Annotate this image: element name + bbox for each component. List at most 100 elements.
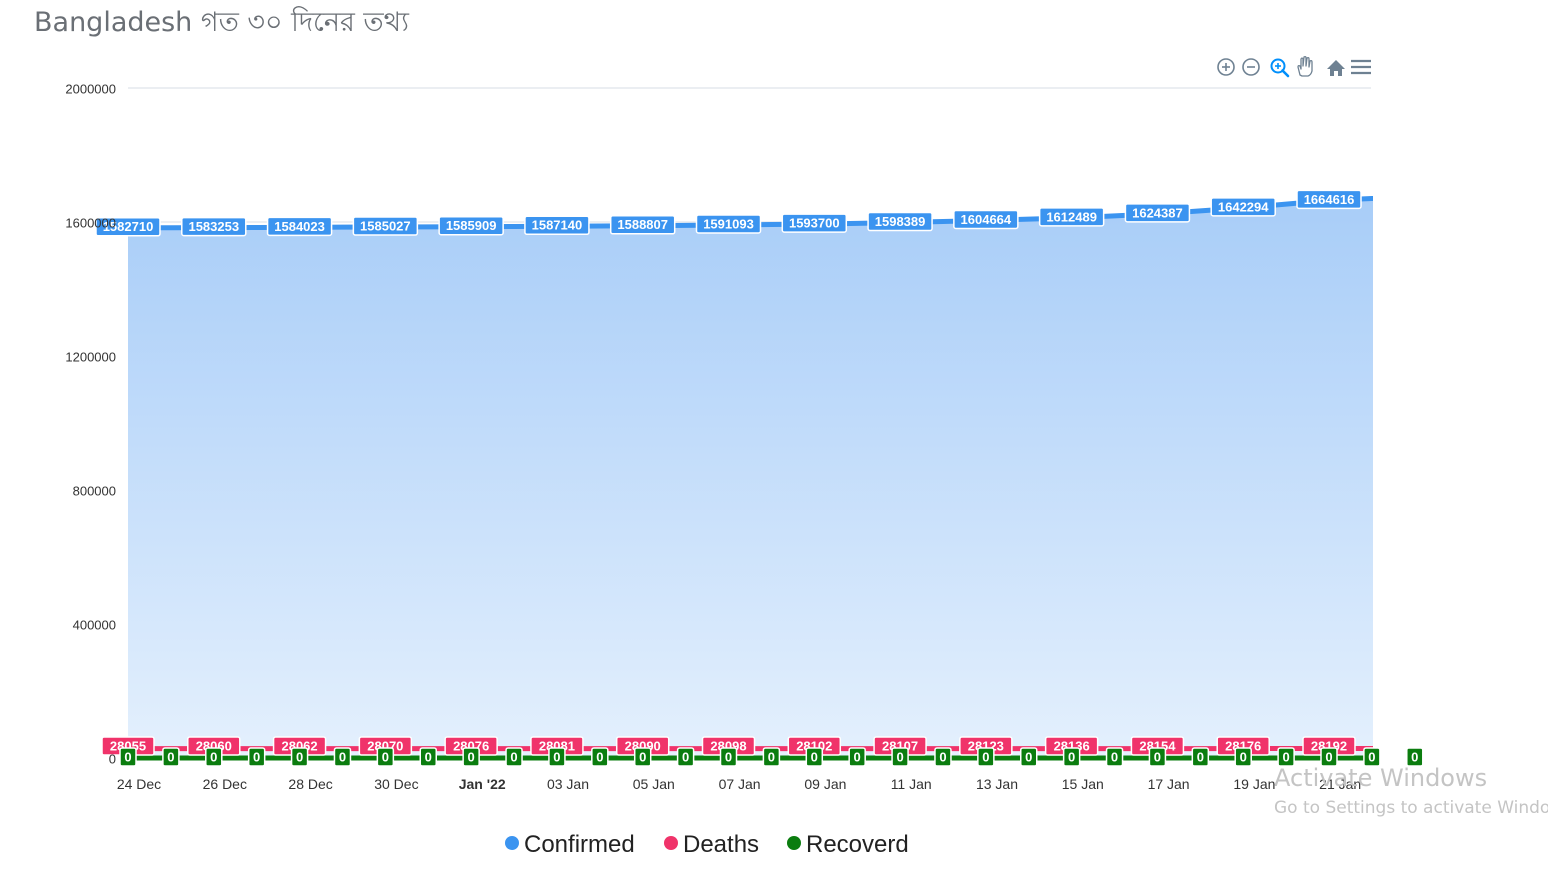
data-label-box (1234, 747, 1252, 767)
data-label-recovered: 0 (676, 747, 695, 767)
data-label-box (419, 747, 437, 767)
data-label-recovered: 0 (591, 747, 609, 767)
data-label-text: 0 (339, 749, 346, 764)
data-label-recovered: 0 (1234, 747, 1252, 767)
data-label-text: 28076 (453, 738, 489, 753)
data-label-confirmed: 1585027 (352, 216, 419, 236)
data-label-box (438, 215, 504, 236)
data-label-confirmed: 1604664 (953, 209, 1019, 230)
page-title: Bangladesh গত ৩০ দিনের তথ্য (34, 7, 409, 38)
data-label-text: 28154 (1139, 738, 1176, 753)
data-label-recovered: 0 (1406, 747, 1424, 767)
data-label-box (762, 747, 781, 767)
data-label-box (352, 216, 419, 236)
data-label-text: 1588807 (617, 217, 668, 232)
data-label-text: 28192 (1311, 738, 1347, 753)
data-label-box (1296, 189, 1362, 210)
data-label-text: 1593700 (789, 216, 840, 231)
data-label-recovered: 0 (934, 747, 952, 767)
menu-icon[interactable] (1351, 59, 1371, 75)
pan-icon[interactable] (1297, 56, 1313, 77)
data-label-text: 0 (1411, 749, 1418, 764)
data-label-box (205, 747, 223, 767)
zoom-out-icon[interactable] (1242, 58, 1260, 76)
data-label-deaths: 28176 (1216, 736, 1270, 756)
data-label-recovered: 0 (977, 747, 995, 767)
x-tick-label: 19 Jan (1233, 776, 1275, 792)
x-axis: 24 Dec 26 Dec 28 Dec 30 Dec Jan '22 03 Jan 05 … (117, 776, 1361, 792)
data-label-text: 0 (1368, 749, 1375, 764)
data-label-recovered: 0 (1277, 747, 1295, 767)
y-axis: 0 400000 800000 1200000 1600000 2000000 (65, 81, 116, 766)
data-label-text: 28102 (796, 738, 832, 753)
reset-home-icon[interactable] (1327, 60, 1345, 76)
data-label-box (1320, 747, 1338, 767)
legend-item-deaths[interactable]: Deaths (664, 831, 759, 858)
x-tick-label: 17 Jan (1148, 776, 1190, 792)
data-label-text: 28055 (110, 738, 146, 753)
x-tick-label: 11 Jan (891, 776, 932, 792)
data-label-text: 1585027 (360, 218, 411, 233)
data-label-box (591, 747, 609, 767)
data-label-confirmed: 1598389 (867, 211, 933, 232)
data-label-recovered: 0 (290, 747, 309, 767)
data-label-text: 0 (296, 749, 303, 764)
data-label-box (247, 747, 266, 767)
legend[interactable]: Confirmed Deaths Recoverd (505, 831, 909, 858)
data-label-text: 0 (468, 749, 475, 764)
data-labels: 28055 28060 28062 28070 28076 28081 28090 28098… (95, 189, 1424, 767)
data-label-confirmed: 1642294 (1210, 197, 1276, 217)
data-label-recovered: 0 (1105, 747, 1124, 767)
x-tick-label: Jan '22 (459, 776, 506, 792)
x-tick-label: 28 Dec (288, 776, 332, 792)
data-label-text: 1598389 (875, 214, 926, 229)
data-label-recovered: 0 (205, 747, 223, 767)
data-label-text: 1584023 (274, 219, 325, 234)
legend-item-recovered[interactable]: Recoverd (787, 831, 909, 858)
data-label-box (462, 747, 480, 767)
data-label-box (266, 216, 333, 237)
data-label-box (119, 747, 137, 767)
data-label-deaths: 28154 (1130, 736, 1185, 756)
data-label-deaths: 28090 (615, 736, 670, 756)
data-label-box (633, 747, 652, 767)
legend-item-confirmed[interactable]: Confirmed (505, 831, 635, 858)
data-label-recovered: 0 (633, 747, 652, 767)
series-areas (128, 198, 1373, 758)
data-label-box (95, 217, 161, 237)
data-label-recovered: 0 (1363, 747, 1381, 767)
activate-windows-watermark-subtitle: Go to Settings to activate Windows. (1274, 798, 1548, 818)
data-label-text: 28081 (539, 738, 575, 753)
legend-marker-deaths (664, 836, 678, 850)
data-label-recovered: 0 (1062, 747, 1081, 767)
data-label-confirmed: 1587140 (524, 215, 590, 236)
data-label-box (1038, 207, 1105, 227)
data-label-box (1363, 747, 1381, 767)
data-label-text: 0 (253, 749, 260, 764)
x-tick-label: 03 Jan (547, 776, 589, 792)
data-label-text: 1612489 (1046, 209, 1097, 224)
chart-toolbar[interactable] (1217, 56, 1371, 78)
data-label-box (376, 747, 395, 767)
data-label-recovered: 0 (162, 747, 180, 767)
data-label-box (848, 747, 866, 767)
data-label-recovered: 0 (376, 747, 395, 767)
data-label-confirmed: 1664616 (1296, 189, 1362, 210)
data-label-text: 1624387 (1132, 205, 1183, 220)
data-label-text: 0 (811, 749, 818, 764)
data-label-box (505, 747, 523, 767)
x-tick-label: 26 Dec (203, 776, 247, 792)
data-label-box (1020, 747, 1038, 767)
data-label-text: 1585909 (446, 218, 497, 233)
legend-label-deaths: Deaths (683, 831, 759, 858)
data-label-text: 0 (510, 749, 517, 764)
data-label-recovered: 0 (247, 747, 266, 767)
selection-zoom-icon[interactable] (1270, 58, 1290, 78)
data-label-recovered: 0 (333, 747, 352, 767)
x-tick-label: 09 Jan (804, 776, 846, 792)
x-tick-label: 05 Jan (633, 776, 675, 792)
data-label-box (953, 209, 1019, 230)
data-label-text: 28062 (281, 738, 317, 753)
zoom-in-icon[interactable] (1217, 58, 1235, 76)
